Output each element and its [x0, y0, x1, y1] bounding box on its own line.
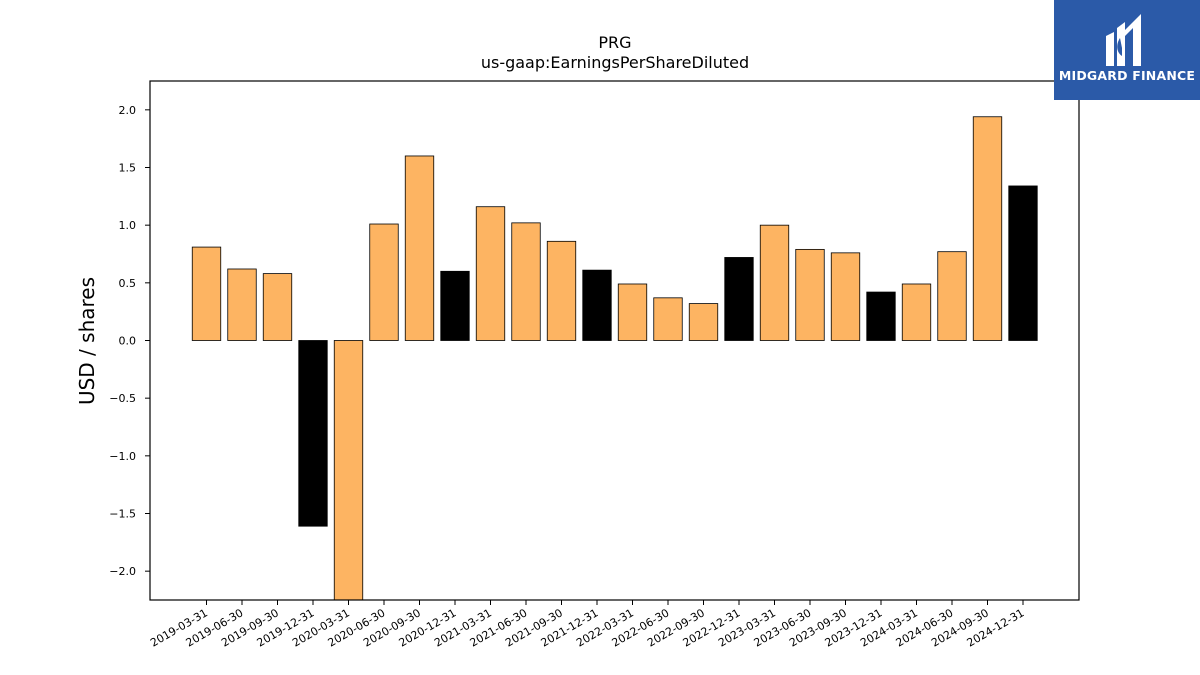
- y-tick-label: −1.0: [109, 450, 136, 463]
- y-tick-label: −2.0: [109, 565, 136, 578]
- y-tick-label: 0.5: [119, 277, 137, 290]
- y-tick-label: 1.5: [119, 162, 137, 175]
- plot-frame: [149, 80, 1080, 601]
- y-ticks: −2.0 −1.5 −1.0 −0.5 0.0 0.5 1.0 1.5 2.0: [109, 104, 150, 578]
- chart-subtitle: us-gaap:EarningsPerShareDiluted: [481, 53, 749, 72]
- x-ticks: 2019-03-312019-06-302019-09-302019-12-31…: [148, 600, 1027, 650]
- bar-2021-03-31: [475, 206, 506, 341]
- bar-2024-06-30: [937, 251, 967, 341]
- y-tick-label: 0.0: [119, 335, 137, 348]
- bar-2019-09-30: [262, 273, 293, 341]
- bar-2020-03-31: [333, 340, 364, 600]
- bar-2024-09-30: [972, 116, 1003, 341]
- bar-2019-06-30: [227, 268, 257, 341]
- bar-2024-12-31: [1008, 185, 1038, 341]
- y-tick-label: −1.5: [109, 508, 136, 521]
- bar-2023-09-30: [830, 252, 861, 341]
- midgard-logo-icon: [1106, 14, 1141, 66]
- y-tick-label: 1.0: [119, 219, 137, 232]
- chart-title: PRG: [598, 33, 631, 52]
- bar-2023-12-31: [866, 291, 896, 341]
- bar-2021-06-30: [511, 222, 541, 341]
- bar-2021-09-30: [546, 240, 577, 341]
- midgard-finance-logo: MIDGARD FINANCE: [1054, 0, 1200, 100]
- bar-2019-03-31: [191, 246, 222, 341]
- bar-2023-06-30: [795, 248, 825, 341]
- y-axis-label: USD / shares: [75, 277, 99, 405]
- logo-text: MIDGARD FINANCE: [1058, 68, 1196, 83]
- bar-2019-12-31: [298, 340, 328, 527]
- bar-2023-03-31: [759, 224, 790, 341]
- bars-layer: [191, 116, 1038, 600]
- bar-2020-09-30: [404, 155, 435, 341]
- bar-2020-12-31: [440, 270, 470, 341]
- bar-2022-12-31: [724, 257, 754, 341]
- bar-2022-03-31: [617, 283, 648, 341]
- bar-2022-09-30: [688, 303, 719, 341]
- y-tick-label: −0.5: [109, 392, 136, 405]
- bar-2024-03-31: [901, 283, 932, 341]
- bar-2020-06-30: [369, 223, 399, 341]
- bar-2022-06-30: [653, 297, 683, 341]
- bar-2021-12-31: [582, 269, 612, 341]
- y-tick-label: 2.0: [119, 104, 137, 117]
